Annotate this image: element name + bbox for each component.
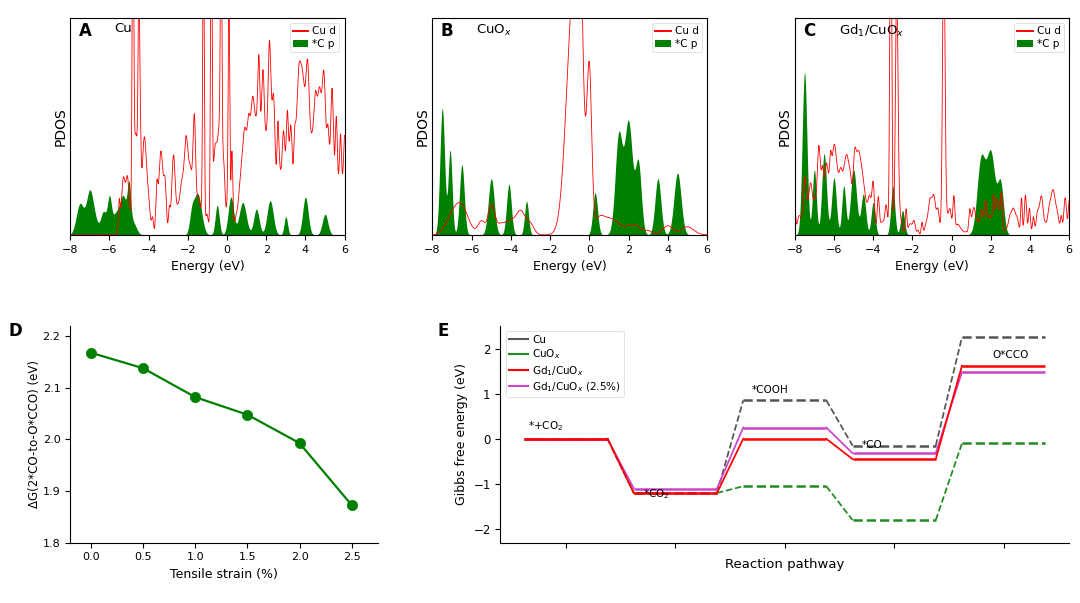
Text: O*CCO: O*CCO [993, 350, 1029, 360]
X-axis label: Energy (eV): Energy (eV) [532, 260, 607, 273]
Point [82, 348, 99, 358]
X-axis label: Energy (eV): Energy (eV) [895, 260, 969, 273]
Y-axis label: PDOS: PDOS [53, 107, 67, 146]
Point [343, 500, 361, 510]
X-axis label: Tensile strain (%): Tensile strain (%) [170, 568, 278, 581]
Y-axis label: ΔG(2*CO-to-O*CCO) (eV): ΔG(2*CO-to-O*CCO) (eV) [28, 361, 41, 508]
Text: A: A [79, 22, 92, 40]
Y-axis label: PDOS: PDOS [416, 107, 430, 146]
Point [187, 393, 204, 402]
Text: C: C [804, 22, 815, 40]
Text: E: E [437, 321, 449, 339]
Text: *CO: *CO [862, 440, 882, 450]
Text: *+CO$_2$: *+CO$_2$ [528, 420, 563, 434]
Point [135, 364, 152, 373]
Text: Cu: Cu [114, 22, 132, 36]
Y-axis label: PDOS: PDOS [778, 107, 792, 146]
Legend: Cu d, *C p: Cu d, *C p [1014, 24, 1064, 52]
Text: B: B [441, 22, 454, 40]
Text: *COOH: *COOH [752, 385, 788, 395]
Text: Gd$_1$/CuO$_x$: Gd$_1$/CuO$_x$ [839, 22, 904, 39]
Legend: Cu d, *C p: Cu d, *C p [289, 24, 339, 52]
Y-axis label: Gibbs free energy (eV): Gibbs free energy (eV) [455, 364, 468, 505]
Legend: Cu, CuO$_x$, Gd$_1$/CuO$_x$, Gd$_1$/CuO$_x$ (2.5%): Cu, CuO$_x$, Gd$_1$/CuO$_x$, Gd$_1$/CuO$… [505, 331, 624, 397]
X-axis label: Reaction pathway: Reaction pathway [725, 558, 845, 571]
Point [239, 410, 256, 420]
Text: CuO$_x$: CuO$_x$ [476, 22, 512, 37]
X-axis label: Energy (eV): Energy (eV) [171, 260, 244, 273]
Text: D: D [9, 321, 23, 339]
Text: *CO$_2$: *CO$_2$ [643, 487, 670, 501]
Point [291, 438, 308, 448]
Legend: Cu d, *C p: Cu d, *C p [652, 24, 702, 52]
